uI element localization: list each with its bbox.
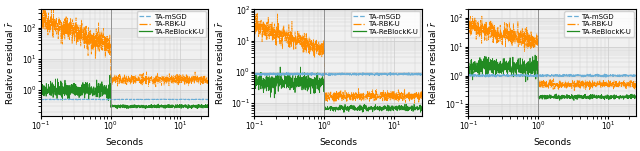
X-axis label: Seconds: Seconds: [533, 138, 571, 147]
Y-axis label: Relative residual $\bar{r}$: Relative residual $\bar{r}$: [4, 20, 16, 105]
Y-axis label: Relative residual $\bar{r}$: Relative residual $\bar{r}$: [214, 20, 226, 105]
Y-axis label: Relative residual $\bar{r}$: Relative residual $\bar{r}$: [428, 20, 440, 105]
X-axis label: Seconds: Seconds: [319, 138, 357, 147]
X-axis label: Seconds: Seconds: [106, 138, 143, 147]
Legend: TA-mSGD, TA-RBK-U, TA-ReBlockK-U: TA-mSGD, TA-RBK-U, TA-ReBlockK-U: [351, 11, 420, 37]
Legend: TA-mSGD, TA-RBK-U, TA-ReBlockK-U: TA-mSGD, TA-RBK-U, TA-ReBlockK-U: [564, 11, 634, 37]
Legend: TA-mSGD, TA-RBK-U, TA-ReBlockK-U: TA-mSGD, TA-RBK-U, TA-ReBlockK-U: [137, 11, 206, 37]
